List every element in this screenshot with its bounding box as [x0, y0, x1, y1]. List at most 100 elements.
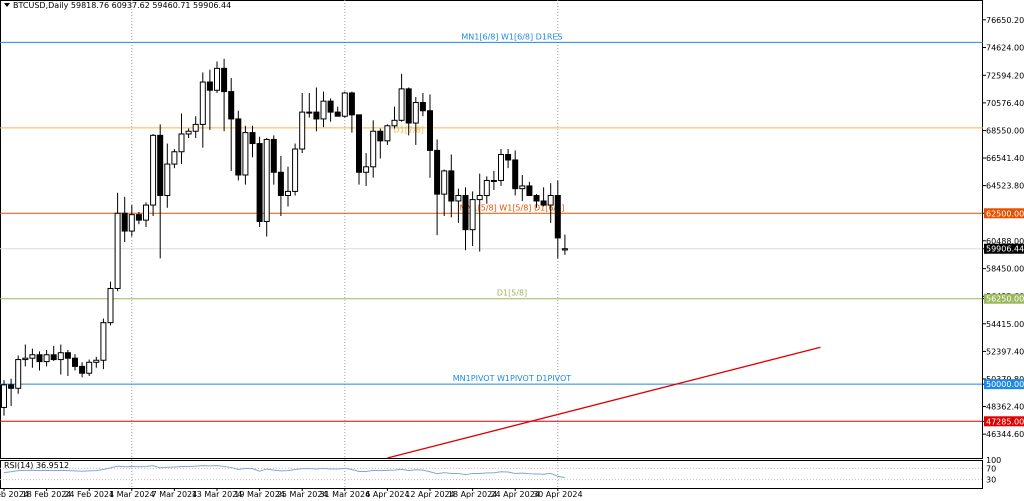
candle-body[interactable] [121, 212, 128, 232]
candle-body[interactable] [334, 111, 341, 117]
date-label: 18 Apr 2024 [448, 490, 497, 499]
candle-body[interactable] [533, 195, 540, 202]
candle-body[interactable] [561, 248, 568, 251]
candle-body[interactable] [57, 352, 64, 361]
candle-body[interactable] [157, 134, 164, 197]
candle-body[interactable] [483, 179, 490, 197]
price-axis-label: 70576.40 [986, 99, 1024, 108]
candle-body[interactable] [100, 322, 107, 361]
candle-body[interactable] [384, 125, 391, 142]
candle-body[interactable] [370, 130, 377, 168]
candle-body[interactable] [93, 359, 100, 363]
candle-body[interactable] [476, 195, 483, 201]
candle-body[interactable] [313, 111, 320, 120]
candle-body[interactable] [135, 214, 142, 221]
candle-body[interactable] [8, 384, 15, 389]
date-label: 13 Mar 2024 [192, 490, 243, 499]
candle-body[interactable] [22, 357, 29, 361]
candle-body[interactable] [391, 119, 398, 127]
candle-body[interactable] [270, 138, 277, 173]
candle-body[interactable] [164, 163, 171, 197]
candle-body[interactable] [320, 100, 327, 120]
trendline[interactable] [387, 346, 821, 459]
candle-body[interactable] [185, 130, 192, 135]
candle-body[interactable] [150, 134, 157, 206]
candle-body[interactable] [398, 88, 405, 121]
price-axis-label: 72594.20 [986, 71, 1024, 80]
candle-body[interactable] [356, 114, 362, 173]
candle-body[interactable] [462, 195, 469, 231]
candle-body[interactable] [441, 170, 448, 195]
candle-body[interactable] [341, 92, 348, 117]
candle-body[interactable] [547, 195, 554, 206]
candle-body[interactable] [540, 200, 547, 206]
candle-body[interactable] [171, 151, 178, 165]
candle-body[interactable] [512, 159, 519, 190]
price-axis-label: 74624.00 [986, 44, 1024, 53]
candle-body[interactable] [15, 359, 22, 389]
candle-body[interactable] [554, 195, 561, 239]
candle-body[interactable] [221, 67, 228, 93]
triangle-down-icon[interactable] [4, 3, 10, 7]
date-label: 30 Apr 2024 [533, 490, 582, 499]
price-axis-label: 59906.44 [986, 245, 1024, 254]
date-label: 18 Feb 2024 [22, 490, 72, 499]
candle-body[interactable] [29, 354, 36, 359]
candle-body[interactable] [143, 204, 149, 221]
candle-body[interactable] [469, 199, 476, 231]
price-axis-label: 48362.40 [986, 403, 1024, 412]
candle-body[interactable] [228, 91, 235, 120]
candle-body[interactable] [419, 102, 426, 112]
symbol-header: BTCUSD,Daily 59818.76 60937.62 59460.71 … [13, 1, 231, 10]
candle-body[interactable] [498, 153, 504, 181]
candle-body[interactable] [448, 170, 455, 202]
candle-body[interactable] [72, 357, 78, 367]
rsi-axis-label: 30 [986, 476, 996, 485]
candle-body[interactable] [434, 149, 441, 195]
candle-body[interactable] [299, 111, 306, 150]
price-axis-marker [984, 293, 1024, 304]
candle-body[interactable] [128, 214, 135, 232]
candle-body[interactable] [214, 67, 220, 91]
candle-body[interactable] [79, 365, 86, 374]
candle-body[interactable] [526, 185, 533, 197]
candle-body[interactable] [292, 148, 299, 192]
candle-body[interactable] [235, 118, 242, 176]
candle-body[interactable] [43, 354, 50, 363]
candle-body[interactable] [427, 110, 433, 151]
candle-body[interactable] [505, 153, 512, 161]
candle-body[interactable] [455, 195, 462, 202]
candle-body[interactable] [363, 166, 370, 173]
candle-body[interactable] [242, 132, 249, 176]
candle-body[interactable] [206, 81, 213, 91]
candle-body[interactable] [519, 185, 526, 190]
candle-body[interactable] [405, 88, 412, 124]
candle-body[interactable] [377, 130, 384, 142]
candle-body[interactable] [64, 352, 71, 359]
candle-body[interactable] [249, 132, 256, 145]
candle-body[interactable] [192, 123, 199, 132]
candle-body[interactable] [348, 92, 355, 116]
candle-body[interactable] [256, 143, 263, 222]
candle-body[interactable] [178, 133, 185, 153]
candle-body[interactable] [306, 111, 313, 114]
candle-body[interactable] [107, 287, 114, 324]
candle-body[interactable] [199, 81, 206, 125]
candle-body[interactable] [490, 179, 497, 182]
candle-body[interactable] [86, 361, 93, 374]
rsi-axis-label: 70 [986, 464, 996, 473]
date-label: 24 Feb 2024 [64, 490, 114, 499]
price-axis-marker [984, 416, 1024, 427]
candle-body[interactable] [114, 212, 121, 289]
date-label: 25 Mar 2024 [277, 490, 328, 499]
candle-body[interactable] [1, 384, 7, 408]
candle-body[interactable] [285, 190, 291, 197]
candle-body[interactable] [327, 100, 334, 113]
candle-body[interactable] [36, 354, 43, 363]
candle-body[interactable] [50, 354, 57, 361]
price-axis-label: 76650.20 [986, 16, 1024, 25]
candle-body[interactable] [412, 102, 419, 124]
candle-body[interactable] [277, 171, 284, 197]
candle-body[interactable] [263, 138, 270, 222]
